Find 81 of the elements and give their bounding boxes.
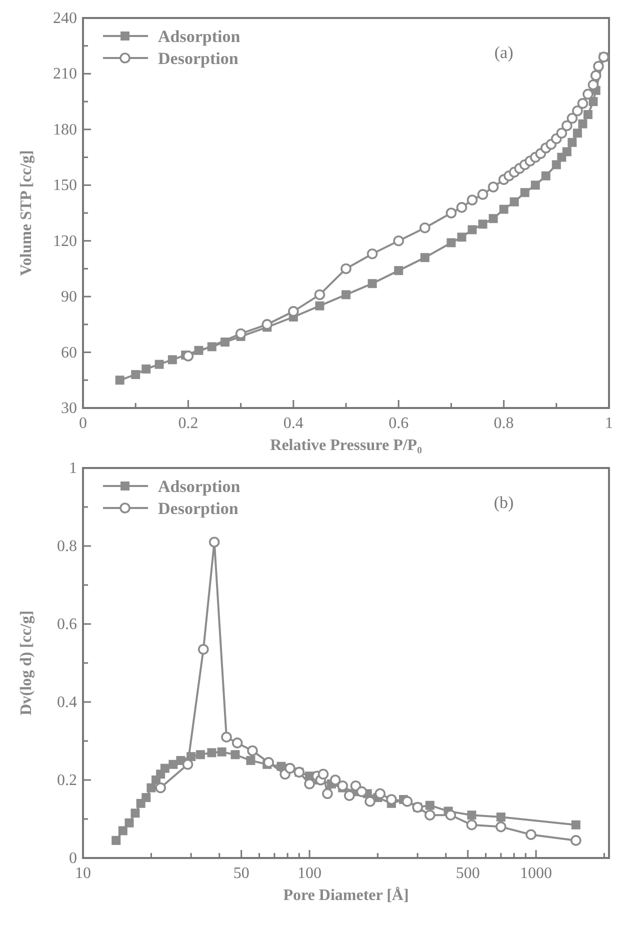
y-tick-label: 120 — [53, 232, 77, 250]
point — [342, 290, 350, 300]
point — [568, 138, 577, 147]
point — [477, 189, 488, 200]
point — [457, 232, 466, 242]
point — [562, 120, 572, 132]
x-tick-label: 0.2 — [178, 415, 198, 432]
x-tick-label: 100 — [298, 865, 322, 882]
point — [315, 301, 324, 310]
point — [420, 222, 430, 234]
point — [368, 279, 377, 288]
point — [420, 253, 430, 262]
point — [572, 105, 583, 116]
point — [499, 204, 508, 214]
point — [572, 128, 582, 138]
point — [590, 70, 602, 81]
point — [566, 112, 578, 124]
point — [366, 248, 378, 260]
y-tick-label: 0.4 — [57, 694, 77, 711]
point — [577, 98, 588, 109]
point — [446, 238, 456, 248]
point — [466, 194, 478, 206]
annotation: (a) — [494, 43, 514, 62]
point — [588, 79, 599, 90]
point — [583, 110, 592, 120]
point — [154, 360, 164, 369]
annotation: (b) — [494, 493, 514, 512]
y-tick-label: 240 — [53, 10, 77, 27]
y-tick-label: 0.8 — [57, 538, 77, 555]
point — [393, 235, 404, 246]
point — [314, 289, 326, 300]
y-tick-label: 1 — [69, 460, 77, 477]
point — [541, 171, 550, 180]
point — [142, 364, 151, 374]
point — [182, 350, 194, 362]
legend-label: Adsorption — [158, 477, 241, 496]
y-tick-label: 90 — [61, 288, 77, 306]
point — [556, 128, 568, 139]
x-axis-title: Pore Diameter [Å] — [283, 886, 409, 904]
point — [478, 220, 488, 229]
point — [582, 88, 594, 100]
x-axis-title: Relative Pressure P/P₀ — [270, 437, 422, 454]
point — [530, 180, 540, 190]
point — [593, 60, 604, 72]
x-tick-label: 1 — [605, 415, 613, 432]
x-tick-label: 0.6 — [388, 415, 409, 432]
point — [456, 202, 468, 213]
y-tick-label: 180 — [53, 121, 77, 138]
point — [488, 182, 499, 192]
legend-label: Adsorption — [158, 27, 241, 46]
legend-label: Desorption — [158, 49, 239, 68]
point — [488, 214, 498, 224]
x-tick-label: 10 — [75, 865, 91, 882]
point — [468, 225, 477, 234]
x-tick-label: 1000 — [520, 865, 552, 882]
point — [552, 160, 561, 170]
point — [562, 147, 572, 156]
x-tick-label: 50 — [233, 865, 250, 882]
point — [131, 370, 140, 380]
y-tick-label: 0 — [69, 850, 77, 867]
y-axis-title: Dv(log d) [cc/g] — [18, 610, 35, 716]
x-tick-label: 0.4 — [283, 415, 304, 432]
x-tick-label: 0.8 — [494, 415, 514, 432]
y-axis-title: Volume STP [cc/g] — [18, 150, 35, 276]
point — [115, 376, 124, 385]
point — [510, 197, 519, 206]
x-tick-label: 500 — [456, 865, 480, 882]
y-tick-label: 60 — [61, 344, 77, 362]
y-tick-label: 0.2 — [57, 772, 77, 789]
y-tick-label: 150 — [53, 177, 77, 194]
point — [588, 97, 598, 106]
point — [394, 266, 404, 276]
point — [446, 208, 457, 218]
y-tick-label: 210 — [53, 66, 77, 83]
point — [340, 263, 352, 274]
legend-label: Desorption — [158, 499, 239, 518]
point — [520, 188, 530, 198]
point — [578, 119, 588, 128]
point — [168, 355, 177, 364]
y-tick-label: 30 — [61, 400, 77, 417]
y-tick-label: 0.6 — [57, 616, 77, 633]
